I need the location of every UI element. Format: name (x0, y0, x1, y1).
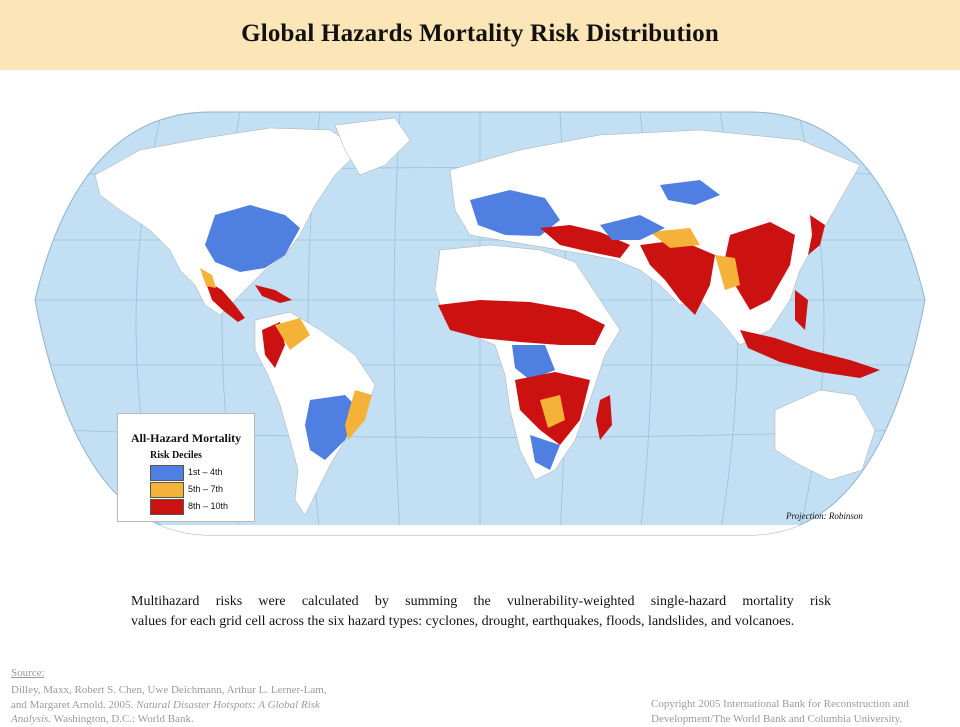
sa-east-medium (345, 390, 372, 440)
copyright-notice: Copyright 2005 International Bank for Re… (651, 698, 909, 725)
na-low-risk (205, 205, 300, 272)
central-asia-low (600, 215, 665, 240)
europe-low-risk (470, 190, 560, 236)
east-asia-risk (725, 222, 795, 310)
southern-africa-medium (540, 395, 565, 428)
source-publisher: Washington, D.C.: World Bank. (51, 713, 194, 725)
south-africa-low (530, 435, 560, 470)
sa-low-risk (305, 395, 360, 460)
legend-subtitle: Risk Deciles (150, 450, 202, 461)
sahel-risk (438, 300, 605, 345)
sa-medium-risk (275, 318, 310, 350)
map-title: Global Hazards Mortality Risk Distributi… (241, 20, 719, 47)
south-asia-risk (640, 240, 715, 315)
philippines-risk (795, 290, 808, 330)
caption-line-2: values for each grid cell across the six… (131, 614, 795, 629)
sa-high-risk (262, 322, 285, 368)
legend-label-high: 8th – 10th (188, 501, 229, 511)
source-title: Natural Disaster Hotspots: A Global Risk… (11, 698, 320, 726)
source-heading: Source: (11, 667, 45, 679)
caribbean-risk (255, 285, 292, 303)
central-america-medium (200, 268, 216, 288)
legend-swatch-high (150, 499, 184, 515)
legend-label-low: 1st – 4th (188, 467, 223, 477)
legend-swatch-medium (150, 482, 184, 498)
world-map (34, 111, 926, 536)
australia-landmass (774, 389, 876, 481)
greenland (334, 117, 411, 176)
source-citation: Dilley, Maxx, Robert S. Chen, Uwe Deichm… (11, 683, 341, 727)
japan-risk (808, 215, 825, 255)
map-legend: All-Hazard Mortality Risk Deciles 1st – … (117, 413, 255, 522)
se-asia-risk (740, 330, 880, 378)
antarctica-landmass (100, 525, 860, 535)
title-band (0, 0, 960, 70)
middle-east-risk (540, 225, 630, 258)
legend-label-medium: 5th – 7th (188, 484, 224, 494)
source-text: Dilley, Maxx, Robert S. Chen, Uwe Deichm… (11, 684, 327, 711)
madagascar-risk (596, 395, 612, 440)
new-zealand-landmass (899, 469, 916, 501)
east-asia-medium (715, 255, 740, 290)
projection-note: Projection: Robinson (786, 511, 863, 521)
caption-line-1: Multihazard risks were calculated by sum… (131, 594, 831, 609)
central-america-risk (205, 280, 245, 322)
south-asia-medium (650, 228, 700, 248)
legend-title: All-Hazard Mortality (130, 431, 242, 445)
legend-swatch-low (150, 465, 184, 481)
siberia-low (660, 180, 720, 205)
central-africa-low (512, 345, 555, 380)
